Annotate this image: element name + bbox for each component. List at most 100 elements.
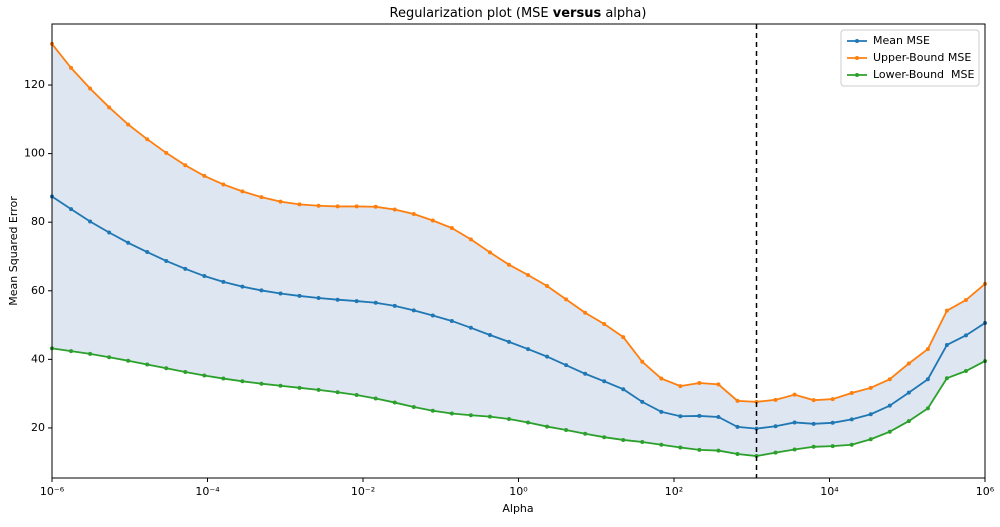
series-marker (145, 137, 150, 142)
series-marker (240, 379, 245, 384)
series-marker (545, 354, 550, 359)
series-marker (221, 182, 226, 187)
series-marker (621, 437, 626, 442)
series-marker (792, 447, 797, 452)
series-marker (678, 384, 683, 389)
y-tick-label: 100 (24, 147, 45, 160)
series-marker (754, 426, 759, 431)
series-marker (506, 262, 511, 267)
series-marker (811, 421, 816, 426)
legend-label: Mean MSE (873, 34, 930, 47)
series-marker (621, 335, 626, 340)
series-marker (164, 150, 169, 155)
series-marker (678, 414, 683, 419)
series-marker (240, 284, 245, 289)
series-marker (449, 318, 454, 323)
x-tick-label: 10⁻² (351, 485, 375, 498)
series-marker (735, 398, 740, 403)
series-marker (278, 291, 283, 296)
series-marker (963, 369, 968, 374)
series-marker (792, 392, 797, 397)
series-marker (564, 363, 569, 368)
series-marker (221, 376, 226, 381)
series-marker (602, 435, 607, 440)
series-marker (259, 288, 264, 293)
series-marker (278, 383, 283, 388)
series-marker (164, 258, 169, 263)
series-marker (107, 355, 112, 360)
series-marker (735, 451, 740, 456)
series-marker (526, 273, 531, 278)
series-marker (564, 427, 569, 432)
series-marker (944, 342, 949, 347)
series-marker (88, 351, 93, 356)
y-tick-label: 20 (31, 421, 45, 434)
series-marker (773, 397, 778, 402)
series-marker (735, 424, 740, 429)
series-line (51, 195, 986, 430)
x-tick-label: 10⁶ (976, 485, 995, 498)
series-marker (449, 411, 454, 416)
series-marker (487, 250, 492, 255)
series-marker (164, 366, 169, 371)
y-tick-label: 40 (31, 352, 45, 365)
title-segment: versus (553, 6, 602, 21)
series-marker (830, 397, 835, 402)
series-marker (430, 408, 435, 413)
series-marker (468, 237, 473, 242)
series-marker (411, 308, 416, 313)
series-marker (906, 361, 911, 366)
series-marker (392, 207, 397, 212)
x-tick-label: 10⁻⁶ (40, 485, 65, 498)
series-marker (430, 218, 435, 223)
series-marker (145, 362, 150, 367)
series-marker (202, 373, 207, 378)
y-tick-label: 120 (24, 78, 45, 91)
series-marker (868, 412, 873, 417)
series-marker (411, 211, 416, 216)
series-marker (944, 308, 949, 313)
series-marker (583, 310, 588, 315)
series-marker (335, 204, 340, 209)
series-marker (468, 325, 473, 330)
series-line (51, 43, 986, 403)
series-marker (830, 444, 835, 449)
series-marker (373, 300, 378, 305)
series-marker (373, 396, 378, 401)
series-marker (430, 313, 435, 318)
series-marker (411, 405, 416, 410)
title-segment: alpha) (601, 6, 646, 21)
legend-label: Lower-Bound MSE (873, 68, 974, 81)
series-marker (506, 417, 511, 422)
series-marker (259, 195, 264, 200)
series-marker (602, 322, 607, 327)
x-tick-label: 10⁴ (820, 485, 839, 498)
legend-box (840, 29, 980, 87)
series-marker (906, 390, 911, 395)
series-marker (925, 377, 930, 382)
series-marker (963, 298, 968, 303)
series-marker (640, 439, 645, 444)
series-marker (107, 230, 112, 235)
series-marker (697, 413, 702, 418)
series-marker (811, 444, 816, 449)
series-marker (640, 399, 645, 404)
y-tick-label: 60 (31, 284, 45, 297)
series-marker (849, 390, 854, 395)
series-marker (545, 283, 550, 288)
series-marker (583, 431, 588, 436)
series-marker (354, 204, 359, 209)
series-marker (583, 371, 588, 376)
series-marker (868, 385, 873, 390)
series-marker (297, 293, 302, 298)
series-marker (335, 390, 340, 395)
series-marker (69, 207, 74, 212)
legend-marker (855, 39, 859, 43)
series-marker (126, 358, 131, 363)
series-marker (183, 370, 188, 375)
series-marker (278, 199, 283, 204)
series-marker (811, 398, 816, 403)
legend-marker (855, 73, 859, 77)
band-fill (52, 43, 985, 457)
title-segment: Regularization plot (MSE (390, 6, 553, 21)
